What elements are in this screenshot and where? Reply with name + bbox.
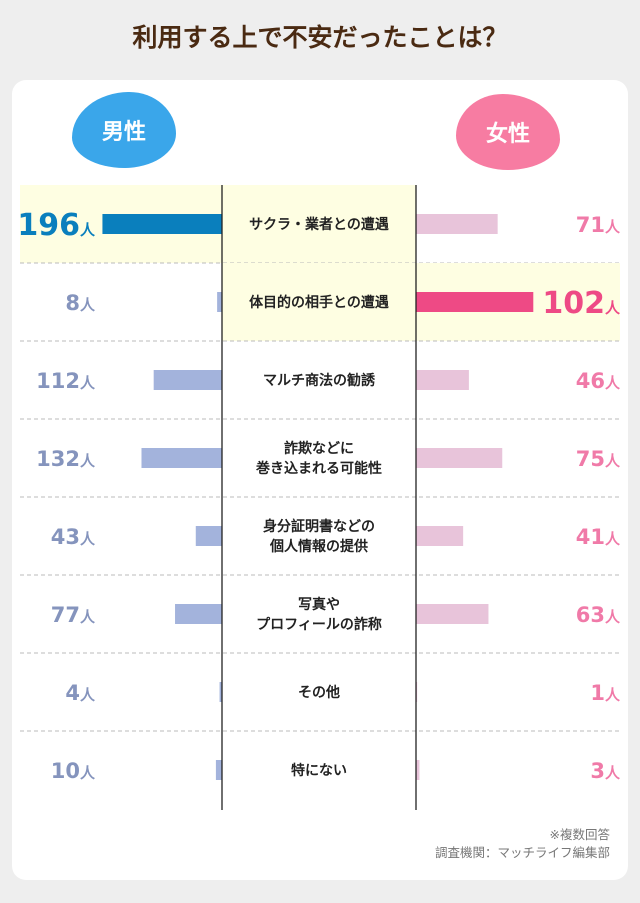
- category-label: 巻き込まれる可能性: [256, 460, 382, 477]
- male-value-label: 10人: [51, 759, 96, 783]
- category-label: その他: [298, 684, 340, 701]
- male-bar: [141, 448, 222, 468]
- male-value-label: 112人: [36, 369, 96, 393]
- category-label: 詐欺などに: [284, 440, 354, 457]
- male-bar: [217, 292, 222, 312]
- male-value-label: 8人: [65, 291, 96, 315]
- male-bar: [102, 214, 222, 234]
- female-value-label: 3人: [590, 759, 621, 783]
- female-bar: [416, 448, 503, 468]
- chart-title: 利用する上で不安だったことは？: [132, 23, 508, 52]
- male-value-label: 43人: [51, 525, 96, 549]
- source-note: 調査機関：マッチライフ編集部: [434, 845, 610, 860]
- female-bar: [416, 214, 498, 234]
- male-value-label: 4人: [65, 681, 96, 705]
- female-value-label: 63人: [576, 603, 621, 627]
- category-label: 写真や: [298, 596, 340, 613]
- female-bar: [416, 292, 534, 312]
- notes: ※複数回答 調査機関：マッチライフ編集部: [435, 826, 610, 862]
- female-bar: [416, 604, 489, 624]
- male-value-label: 132人: [36, 447, 96, 471]
- category-label: プロフィールの詐称: [256, 616, 382, 633]
- category-label: 特にない: [291, 762, 347, 779]
- female-value-label: 1人: [590, 681, 621, 705]
- female-value-label: 46人: [576, 369, 621, 393]
- category-label: 個人情報の提供: [269, 538, 368, 555]
- female-legend: 女性: [456, 94, 560, 170]
- male-bar: [175, 604, 222, 624]
- female-bar: [416, 370, 469, 390]
- male-bar: [153, 370, 222, 390]
- female-bar: [416, 760, 420, 780]
- multiple-answer-note: ※複数回答: [549, 827, 610, 842]
- male-legend: 男性: [72, 92, 176, 168]
- male-bar: [219, 682, 222, 702]
- category-label: サクラ・業者との遭遇: [249, 216, 389, 233]
- category-label: 身分証明書などの: [263, 518, 375, 535]
- female-value-label: 75人: [576, 447, 621, 471]
- female-value-label: 71人: [576, 213, 621, 237]
- category-label: マルチ商法の勧誘: [263, 372, 376, 389]
- male-value-label: 77人: [51, 603, 96, 627]
- female-bar: [416, 526, 464, 546]
- category-label: 体目的の相手との遭遇: [249, 294, 389, 311]
- male-bar: [195, 526, 222, 546]
- male-bar: [215, 760, 222, 780]
- female-value-label: 41人: [576, 525, 621, 549]
